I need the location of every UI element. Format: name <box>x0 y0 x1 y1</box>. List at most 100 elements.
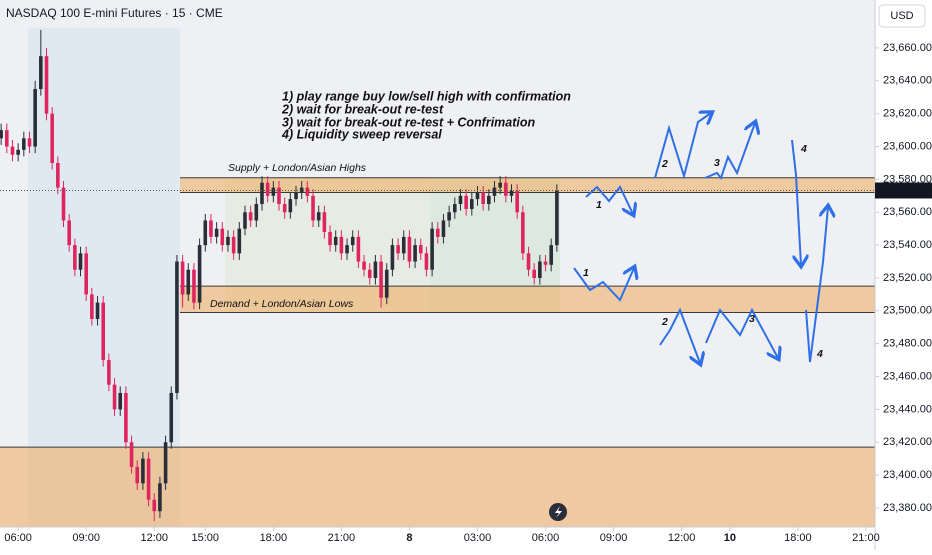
candle-body <box>163 442 168 484</box>
candle-body <box>158 483 162 512</box>
candle-body <box>356 236 361 262</box>
candle-body <box>141 458 145 484</box>
y-tick-label: 23,600.00 <box>883 140 932 152</box>
chart-title: NASDAQ 100 E-mini Futures · 15 · CME <box>6 6 223 20</box>
candle-body <box>345 245 349 254</box>
candle-body <box>407 236 412 262</box>
y-tick-label: 23,440.00 <box>883 403 932 415</box>
candle-body <box>384 269 389 298</box>
zone <box>0 447 875 527</box>
scenario-label: 3 <box>714 157 720 169</box>
candle-body <box>22 138 26 150</box>
candle-body <box>169 392 174 443</box>
currency-label[interactable]: USD <box>890 10 913 22</box>
x-tick-label: 06:00 <box>4 532 32 544</box>
scenario-path <box>659 307 700 363</box>
x-tick-label: 15:00 <box>192 532 220 544</box>
candle-body <box>282 204 287 213</box>
scenario-path <box>805 207 828 363</box>
candle-body <box>322 212 327 232</box>
candle-body <box>277 187 281 205</box>
x-tick-label: 18:00 <box>260 532 288 544</box>
candle-body <box>487 195 491 205</box>
candle-body <box>67 220 71 246</box>
candle-body <box>515 190 519 213</box>
x-tick-label: 06:00 <box>532 532 560 544</box>
candle-body <box>220 228 225 246</box>
candle-body <box>197 245 202 303</box>
candle-body <box>0 130 3 139</box>
candle-body <box>543 261 548 265</box>
annotation: 4) Liquidity sweep reversal <box>281 127 442 141</box>
candle-body <box>333 236 338 246</box>
candle-body <box>492 187 497 196</box>
x-tick-label: 21:00 <box>328 532 356 544</box>
candle-body <box>209 220 213 237</box>
scenario-label: 4 <box>800 143 807 155</box>
y-tick-label: 23,460.00 <box>883 370 932 382</box>
candle-body <box>305 187 310 196</box>
annotation: 2) wait for break-out re-test <box>281 102 444 116</box>
session-shade <box>28 28 180 527</box>
candle-body <box>90 294 94 320</box>
y-tick-label: 23,520.00 <box>883 272 932 284</box>
zone <box>180 177 875 193</box>
candle-body <box>243 212 247 229</box>
candle-body <box>254 204 259 221</box>
candle-body <box>401 236 406 254</box>
candle-body <box>180 261 185 295</box>
zone-label: Supply + London/Asian Highs <box>228 162 367 174</box>
y-tick-label: 23,660.00 <box>883 42 932 54</box>
candle-body <box>538 261 542 278</box>
x-tick-label: 09:00 <box>72 532 100 544</box>
currency-button[interactable] <box>878 4 926 28</box>
candle-body <box>328 231 332 246</box>
candle-body <box>481 192 485 205</box>
candle-body <box>61 187 66 221</box>
y-tick-label: 23,560.00 <box>883 206 932 218</box>
candle-body <box>311 195 315 221</box>
candle-body <box>192 269 196 303</box>
candle-body <box>316 212 321 221</box>
candle-body <box>107 360 111 385</box>
candle-body <box>260 182 264 205</box>
candle-body <box>203 220 208 246</box>
scenario-path <box>791 139 801 265</box>
candle-body <box>464 195 468 209</box>
candle-body <box>265 182 270 196</box>
y-tick-label: 23,380.00 <box>883 502 932 514</box>
event-icon-glyph <box>555 506 562 518</box>
candle-body <box>549 245 553 265</box>
candle-body <box>248 212 253 221</box>
x-tick-label: 8 <box>406 532 412 544</box>
candle-body <box>526 253 531 270</box>
candle-body <box>521 212 525 254</box>
candle-body <box>424 253 429 270</box>
scenario-path <box>585 185 633 214</box>
x-tick-label: 09:00 <box>600 532 628 544</box>
annotation: 3) wait for break-out re-test + Confrima… <box>282 115 536 129</box>
candle-body <box>532 269 536 278</box>
candle-body <box>118 392 123 410</box>
candle-body <box>271 187 276 196</box>
last-price-tag <box>875 182 932 199</box>
candle-body <box>27 138 32 147</box>
candle-body <box>112 384 117 410</box>
x-tick-label: 03:00 <box>464 532 492 544</box>
candle-body <box>555 190 559 246</box>
candle-body <box>452 204 457 213</box>
candle-body <box>470 199 474 209</box>
annotation: 1) play range buy low/sell high with con… <box>282 89 571 103</box>
candle-body <box>509 190 514 196</box>
candle-body <box>362 261 366 270</box>
candle-body <box>50 113 54 163</box>
candle-body <box>124 392 128 443</box>
candle-body <box>339 236 344 254</box>
scenario-path <box>654 113 711 180</box>
scenario-label: 3 <box>749 313 755 325</box>
candle-body <box>39 56 43 90</box>
candle-body <box>175 261 179 393</box>
candle-body <box>129 442 134 467</box>
candle-body <box>498 182 502 188</box>
candle-body <box>73 245 77 270</box>
